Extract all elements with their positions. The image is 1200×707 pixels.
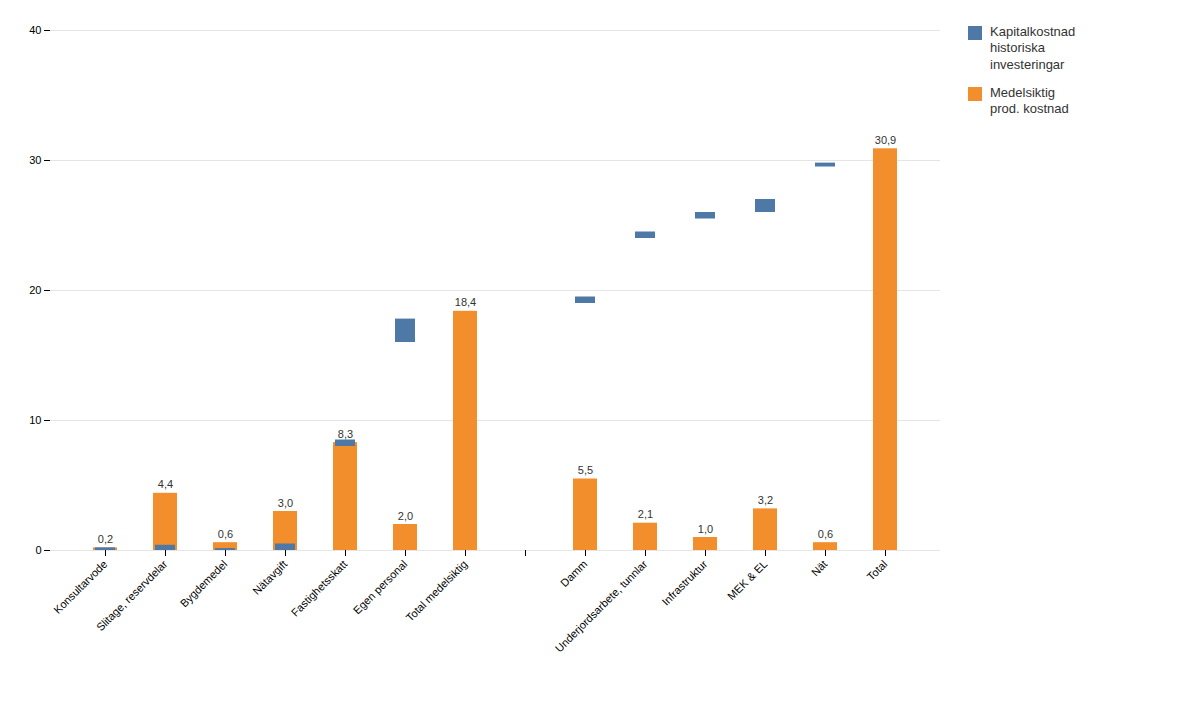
svg-text:Damm: Damm bbox=[558, 558, 589, 589]
svg-text:0,6: 0,6 bbox=[818, 528, 833, 540]
svg-text:0: 0 bbox=[35, 544, 41, 556]
html-text:Medelsiktig prod. kostnad: Medelsiktig prod. kostnad bbox=[990, 84, 1069, 116]
svg-text:Bygdemedel: Bygdemedel bbox=[178, 558, 230, 610]
svg-text:Nätavgift: Nätavgift bbox=[250, 558, 289, 597]
svg-text:4,4: 4,4 bbox=[158, 478, 173, 490]
svg-text:20: 20 bbox=[29, 284, 41, 296]
svg-text:0,6: 0,6 bbox=[218, 528, 233, 540]
svg-text:Total: Total bbox=[864, 558, 889, 583]
svg-text:1,0: 1,0 bbox=[698, 523, 713, 535]
html-text:Kapitalkostnad historiska inve: Kapitalkostnad historiska investeringar bbox=[990, 24, 1076, 72]
svg-text:Slitage, reservdelar: Slitage, reservdelar bbox=[94, 558, 170, 634]
svg-text:40: 40 bbox=[29, 24, 41, 36]
svg-text:MEK & EL: MEK & EL bbox=[725, 558, 769, 602]
svg-text:Underjordsarbete, tunnlar: Underjordsarbete, tunnlar bbox=[553, 558, 650, 655]
svg-text:10: 10 bbox=[29, 414, 41, 426]
svg-text:5,5: 5,5 bbox=[578, 464, 593, 476]
svg-text:Nät: Nät bbox=[809, 558, 830, 579]
svg-text:3,0: 3,0 bbox=[278, 497, 293, 509]
svg-text:Total medelsiktig: Total medelsiktig bbox=[403, 558, 469, 624]
svg-text:18,4: 18,4 bbox=[455, 296, 476, 308]
svg-text:2,0: 2,0 bbox=[398, 510, 413, 522]
svg-text:3,2: 3,2 bbox=[758, 494, 773, 506]
svg-text:30,9: 30,9 bbox=[875, 134, 896, 146]
svg-text:Fastighetsskatt: Fastighetsskatt bbox=[289, 558, 350, 619]
svg-text:8,3: 8,3 bbox=[338, 428, 353, 440]
svg-text:30: 30 bbox=[29, 154, 41, 166]
svg-text:0,2: 0,2 bbox=[98, 533, 113, 545]
svg-text:2,1: 2,1 bbox=[638, 508, 653, 520]
svg-text:Konsultarvode: Konsultarvode bbox=[51, 558, 109, 616]
svg-text:Egen personal: Egen personal bbox=[351, 558, 410, 617]
svg-text:Infrastruktur: Infrastruktur bbox=[659, 558, 709, 608]
